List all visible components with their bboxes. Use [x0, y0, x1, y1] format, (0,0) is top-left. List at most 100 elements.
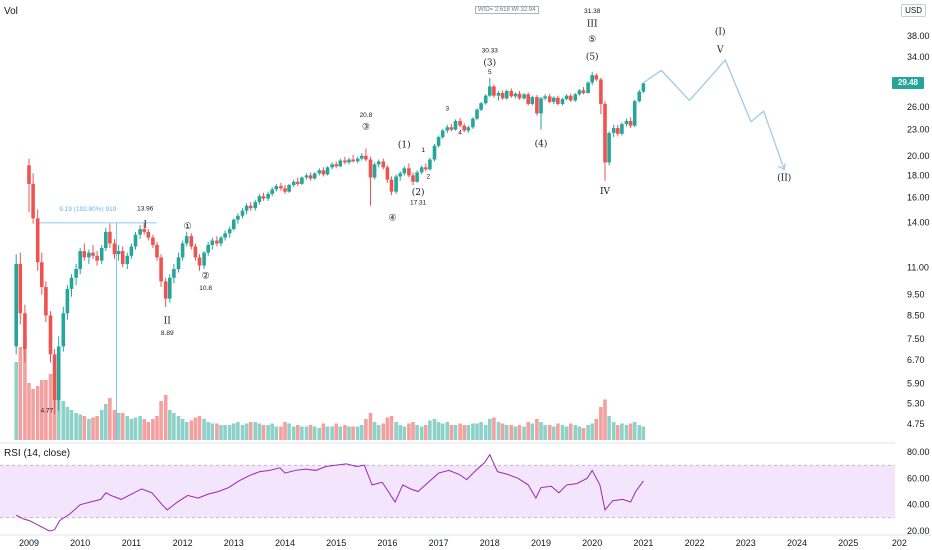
volume-bar	[504, 425, 509, 440]
volume-bar	[283, 422, 287, 440]
time-tick-label: 2015	[326, 538, 346, 548]
volume-bar	[253, 422, 258, 440]
volume-bar	[257, 423, 262, 440]
candle-body	[172, 269, 176, 278]
volume-bar	[120, 413, 125, 440]
candle-body	[52, 354, 57, 401]
candle-body	[360, 155, 364, 159]
candle-body	[304, 175, 309, 178]
volume-bar	[197, 416, 202, 440]
candle-body	[398, 173, 402, 177]
volume-bar	[330, 426, 334, 440]
volume-bar	[436, 422, 441, 440]
volume-bar	[244, 423, 249, 440]
volume-bar	[69, 410, 74, 440]
projection-line	[643, 58, 785, 170]
candle-body	[321, 170, 326, 175]
candle-body	[232, 219, 236, 230]
rsi-label[interactable]: RSI (14, close)	[4, 448, 71, 459]
price-tick-label: 5.30	[907, 399, 925, 409]
candle-body	[120, 251, 125, 264]
candle-body	[436, 137, 441, 146]
price-tick-label: 7.50	[907, 334, 925, 344]
currency-badge[interactable]: USD	[901, 4, 926, 17]
candle-body	[564, 95, 569, 100]
candle-body	[95, 255, 99, 261]
candle-body	[40, 262, 44, 287]
volume-bar	[620, 423, 624, 440]
volume-bar	[65, 407, 70, 440]
candle-body	[116, 251, 121, 255]
price-label: 4	[458, 130, 462, 137]
candle-body	[338, 160, 343, 167]
last-price-tag: 29.48	[892, 77, 924, 90]
candle-body	[65, 288, 70, 314]
candle-body	[108, 231, 112, 244]
candle-body	[330, 164, 334, 168]
price-label: 1	[421, 147, 425, 154]
candle-body	[462, 125, 466, 131]
volume-bar	[628, 423, 633, 440]
volume-bar	[300, 426, 304, 440]
volume-bar	[449, 425, 454, 440]
volume-label: Vol	[4, 6, 18, 17]
price-label: 17.31	[410, 200, 427, 207]
candle-body	[351, 159, 355, 162]
volume-bar	[206, 422, 210, 440]
candle-body	[31, 183, 35, 219]
wave-label: (1)	[398, 140, 411, 151]
time-tick-label: 2013	[224, 538, 244, 548]
candle-body	[291, 181, 296, 185]
price-tick-label: 34.00	[907, 52, 930, 62]
candle-body	[526, 94, 530, 104]
price-tick-label: 14.00	[907, 217, 930, 227]
candle-body	[14, 263, 18, 347]
price-label: 2	[427, 174, 431, 181]
candle-body	[599, 79, 603, 104]
candle-body	[78, 251, 82, 270]
candle-body	[547, 96, 552, 102]
wave-label: I	[143, 221, 147, 231]
volume-bar	[168, 410, 172, 440]
volume-bar	[440, 423, 445, 440]
volume-bar	[402, 426, 407, 440]
candle-body	[184, 236, 189, 244]
volume-bar	[138, 416, 142, 440]
volume-bar	[568, 423, 573, 440]
price-axis[interactable]: 38.00 34.00 26.00 23.00 20.00 18.00 16.00 14.00…	[907, 31, 930, 429]
volume-bar	[312, 426, 317, 440]
volume-bar	[552, 426, 556, 440]
candle-body	[91, 252, 95, 256]
volume-bar	[599, 407, 603, 440]
volume-bar	[44, 380, 48, 440]
volume-bar	[56, 392, 61, 440]
wave-label: ⑤	[588, 35, 596, 45]
time-axis[interactable]: 2009 2010 2011 2012 2013 2014 2015 2016 2017 2018…	[19, 538, 907, 548]
volume-bar	[232, 423, 236, 440]
time-tick-label: 2009	[19, 538, 39, 548]
wid-label: WID= 2.618 WI 32.94	[475, 6, 539, 14]
candle-body	[193, 246, 198, 258]
volume-bar	[317, 428, 322, 440]
candle-body	[125, 255, 130, 264]
volume-bar	[321, 423, 326, 440]
candle-body	[483, 95, 488, 104]
wave-label: (2)	[412, 187, 425, 198]
candle-body	[206, 244, 210, 253]
candle-body	[530, 97, 535, 104]
candle-body	[385, 167, 390, 180]
volume-bar	[471, 423, 475, 440]
volume-bar	[82, 416, 87, 440]
time-tick-label: 2024	[787, 538, 807, 548]
measure-tool: 9.19 (192.80%) 919	[39, 206, 157, 440]
volume-bar	[351, 426, 355, 440]
volume-bar	[543, 425, 547, 440]
candle-body	[581, 90, 586, 93]
volume-bar	[590, 423, 594, 440]
candle-body	[428, 159, 432, 170]
volume-bar	[632, 422, 637, 440]
candle-body	[133, 234, 138, 247]
candle-body	[138, 229, 142, 235]
volume-bar	[560, 425, 565, 440]
